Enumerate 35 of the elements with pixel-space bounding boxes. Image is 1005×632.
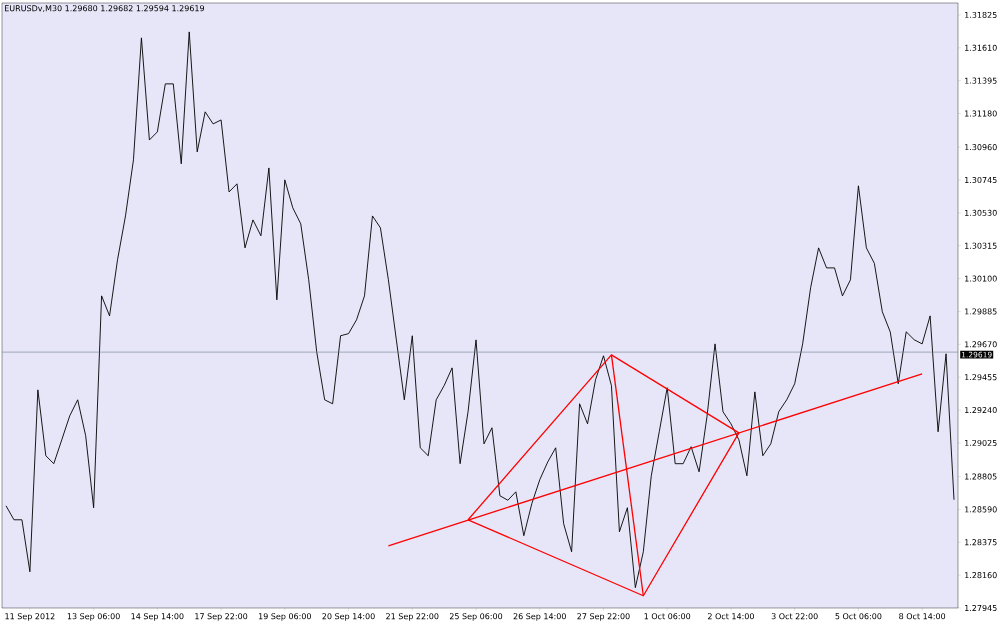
x-tick-label: 5 Oct 06:00 (835, 613, 882, 620)
y-tick-label: 1.31395 (965, 77, 997, 84)
y-tick-label: 1.28805 (965, 473, 997, 480)
chart-title: EURUSDv,M30 1.29680 1.29682 1.29594 1.29619 (5, 5, 205, 13)
y-tick-label: 1.27945 (965, 604, 997, 612)
y-tick-label: 1.29455 (965, 374, 997, 381)
x-tick-label: 17 Sep 22:00 (195, 613, 248, 621)
x-tick-label: 25 Sep 06:00 (449, 613, 503, 621)
x-tick-label: 26 Sep 14:00 (513, 613, 566, 621)
y-tick-label: 1.31610 (965, 44, 997, 51)
x-tick-label: 13 Sep 06:00 (67, 613, 120, 621)
y-tick-label: 1.28590 (965, 506, 997, 513)
y-tick-label: 1.31180 (965, 110, 997, 117)
x-tick-label: 21 Sep 22:00 (386, 613, 439, 621)
x-tick-label: 1 Oct 06:00 (644, 613, 691, 620)
y-tick-label: 1.30960 (965, 144, 997, 151)
x-tick-label: 11 Sep 2012 (5, 613, 55, 621)
x-tick-label: 14 Sep 14:00 (131, 613, 184, 621)
x-tick-label: 2 Oct 14:00 (708, 613, 754, 620)
y-tick-label: 1.29240 (965, 407, 997, 414)
x-tick-label: 19 Sep 06:00 (259, 613, 311, 621)
x-tick-label: 27 Sep 22:00 (577, 613, 630, 621)
y-tick-label: 1.29885 (965, 308, 997, 315)
y-tick-label: 1.30315 (965, 242, 997, 249)
y-tick-label: 1.28160 (965, 572, 997, 579)
y-tick-label: 1.30745 (965, 176, 997, 184)
y-tick-label: 1.31825 (965, 11, 997, 18)
y-tick-label: 1.30530 (965, 209, 997, 216)
y-tick-label: 1.28375 (965, 539, 997, 546)
x-tick-label: 8 Oct 14:00 (899, 613, 946, 620)
y-tick-label: 1.30100 (965, 275, 997, 282)
y-tick-label: 1.29025 (965, 439, 997, 446)
x-tick-label: 3 Oct 22:00 (771, 613, 818, 620)
y-tick-label: 1.29670 (965, 341, 997, 348)
x-tick-label: 20 Sep 14:00 (322, 613, 375, 621)
